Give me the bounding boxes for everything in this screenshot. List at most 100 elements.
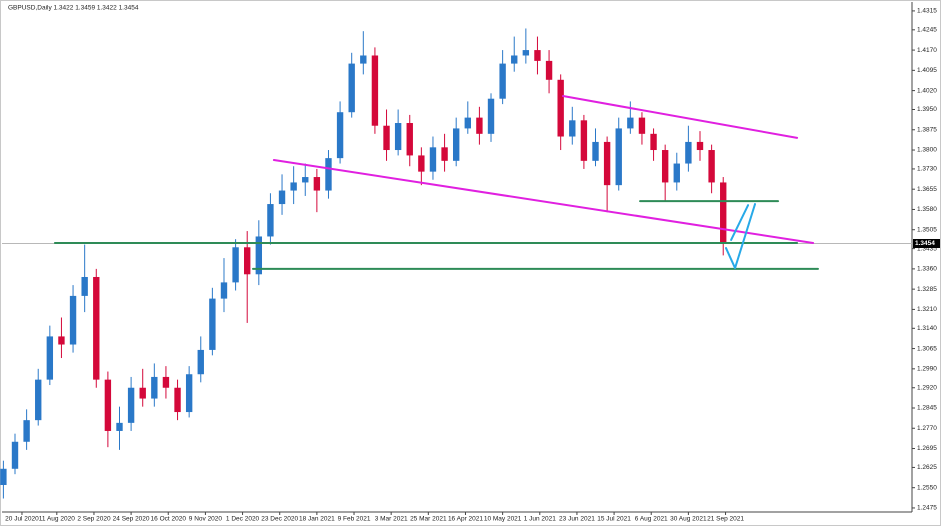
candle-body [267, 204, 274, 237]
y-tick-label: 1.3505 [917, 226, 937, 233]
candle-body [429, 147, 437, 172]
x-tick-label: 16 Apr 2021 [448, 516, 483, 523]
y-tick-label: 1.3950 [917, 106, 937, 113]
candle-body [232, 247, 239, 283]
trendline [562, 95, 799, 139]
y-tick-label: 1.2990 [917, 366, 937, 373]
y-tick-label: 1.2625 [917, 464, 937, 471]
candle-body [441, 147, 448, 161]
candle-body [615, 128, 622, 186]
y-tick-label: 1.3285 [917, 286, 937, 293]
candle-body [209, 298, 216, 350]
y-tick-label: 1.2695 [917, 445, 937, 452]
candle-body [650, 133, 657, 151]
candle-body [174, 387, 181, 413]
y-tick-label: 1.2770 [917, 425, 937, 432]
x-tick-label: 15 Jul 2021 [597, 516, 631, 523]
y-tick-label: 1.3210 [917, 306, 937, 313]
x-tick-label: 16 Oct 2020 [151, 516, 187, 523]
candle-body [673, 163, 680, 183]
candle-body [313, 177, 321, 191]
candle-body [545, 60, 553, 80]
y-tick-label: 1.4315 [917, 8, 937, 15]
candle-body [104, 379, 112, 431]
candle-body [452, 128, 460, 161]
y-tick-label: 1.4020 [917, 87, 937, 94]
x-tick-label: 1 Dec 2020 [226, 516, 260, 523]
x-tick-label: 3 Mar 2021 [375, 516, 408, 523]
candle-body [139, 387, 146, 399]
candle-body [197, 349, 204, 375]
candle-body [116, 422, 123, 431]
x-tick-label: 21 Sep 2021 [707, 516, 744, 523]
candle-body [58, 336, 65, 345]
y-tick-label: 1.3655 [917, 186, 937, 193]
candle-body [360, 55, 367, 64]
trendline [272, 159, 815, 244]
current-price-box [913, 238, 940, 248]
candle-body [487, 98, 495, 134]
x-tick-label: 18 Jan 2021 [299, 516, 335, 523]
candle-body [627, 117, 634, 129]
x-tick-label: 9 Nov 2020 [189, 516, 223, 523]
candle-body [696, 141, 704, 151]
y-tick-label: 1.3730 [917, 166, 937, 173]
y-tick-label: 1.4170 [917, 47, 937, 54]
y-tick-label: 1.3875 [917, 126, 937, 133]
candle-body [464, 117, 471, 129]
candle-body [93, 276, 100, 380]
candle-body [336, 112, 344, 159]
candle-body [11, 441, 19, 469]
x-tick-label: 6 Aug 2021 [635, 516, 668, 523]
y-tick-label: 1.2845 [917, 405, 937, 412]
candle-body [220, 282, 228, 299]
y-tick-label: 1.3435 [917, 245, 937, 252]
candle-body [685, 141, 692, 164]
candle-body [81, 276, 88, 296]
candle-body [592, 141, 599, 161]
candle-body [348, 63, 355, 113]
plot-area [0, 28, 912, 499]
candle-body [302, 177, 309, 183]
candle-body [638, 117, 646, 134]
candle-body [383, 125, 390, 151]
candle-body [406, 123, 413, 156]
chart-title: GBPUSD,Daily 1.3422 1.3459 1.3422 1.3454 [8, 5, 139, 12]
candle-body [371, 55, 379, 126]
candle-body [290, 182, 297, 191]
x-tick-label: 24 Sep 2020 [113, 516, 150, 523]
candle-body [499, 63, 506, 99]
y-tick-label: 1.2550 [917, 484, 937, 491]
x-tick-label: 23 Jun 2021 [559, 516, 595, 523]
candle-body [185, 374, 193, 413]
x-tick-label: 2 Sep 2020 [77, 516, 111, 523]
y-tick-label: 1.2475 [917, 505, 937, 512]
x-tick-label: 20 Jul 2020 [5, 516, 39, 523]
candle-body [325, 158, 332, 191]
y-tick-label: 1.3140 [917, 325, 937, 332]
y-tick-label: 1.3065 [917, 345, 937, 352]
candle-body [708, 150, 715, 183]
candle-body [162, 376, 170, 388]
candle-body [534, 50, 541, 61]
candle-body [46, 336, 54, 380]
current-price-label: 1.3454 [915, 240, 935, 247]
y-tick-label: 1.3360 [917, 266, 937, 273]
candle-body [522, 50, 530, 56]
candle-body [394, 123, 402, 151]
candle-body [569, 120, 576, 137]
y-tick-label: 1.3800 [917, 147, 937, 154]
candle-body [720, 182, 727, 244]
candle-body [0, 468, 7, 485]
y-tick-label: 1.3580 [917, 206, 937, 213]
x-tick-label: 23 Dec 2020 [261, 516, 298, 523]
y-tick-label: 1.4095 [917, 67, 937, 74]
candle-body [255, 236, 263, 275]
candle-body [127, 387, 135, 423]
candle-body [23, 420, 30, 442]
candle-body [661, 150, 669, 183]
candle-body [580, 120, 588, 161]
candle-body [278, 190, 286, 205]
